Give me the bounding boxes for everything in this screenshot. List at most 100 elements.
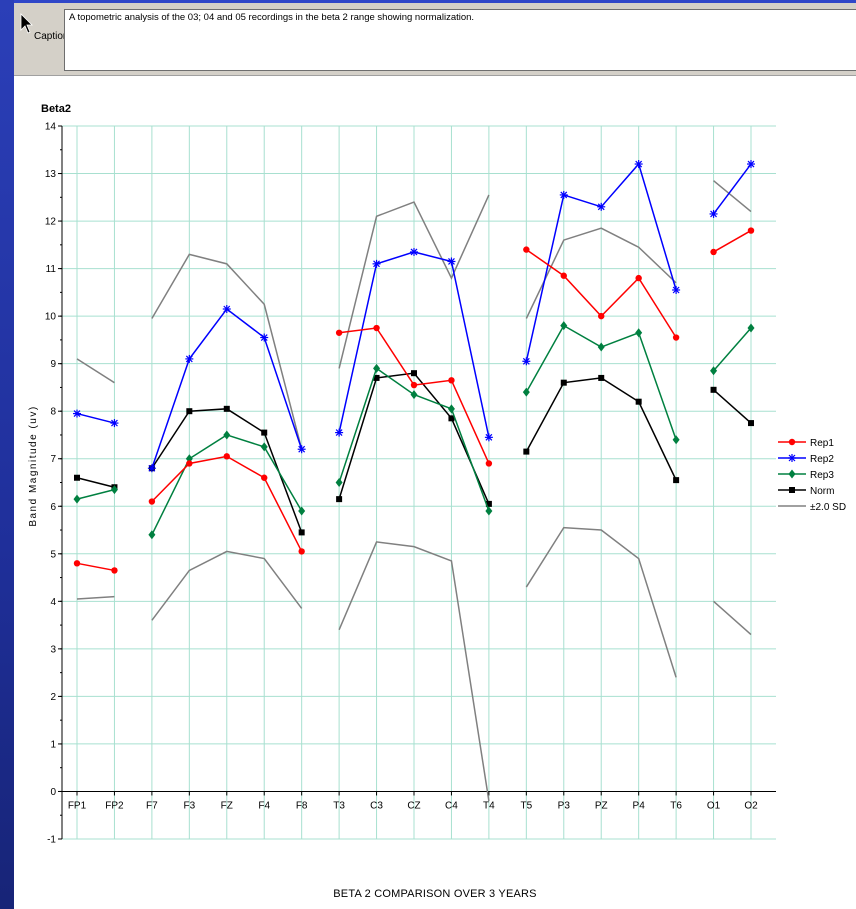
x-tick-label: F8 bbox=[296, 800, 308, 811]
sd-upper-line bbox=[338, 194, 490, 369]
y-tick-label: 6 bbox=[50, 502, 56, 513]
data-point bbox=[673, 477, 680, 484]
data-point bbox=[147, 464, 156, 473]
y-axis-label: Band Magnitude (uv) bbox=[28, 405, 39, 526]
data-point bbox=[788, 469, 796, 479]
data-point bbox=[223, 430, 231, 440]
data-point bbox=[260, 442, 268, 452]
data-point bbox=[523, 448, 530, 455]
y-tick-label: 11 bbox=[46, 264, 57, 275]
data-point bbox=[261, 474, 268, 481]
x-tick-label: FP2 bbox=[105, 800, 124, 811]
y-tick-label: 9 bbox=[50, 359, 56, 370]
chart-panel: -1 0 1 2 3 4 5 6 7 8 9 10 11 12 13 14 FP1 FP2 F7 F3 FZ F4 F8 T3… bbox=[14, 76, 856, 876]
legend-label: Rep2 bbox=[810, 454, 834, 465]
data-point bbox=[710, 386, 717, 393]
data-point bbox=[148, 498, 156, 505]
x-tick-label: T3 bbox=[333, 800, 345, 811]
data-point bbox=[672, 285, 681, 294]
data-point bbox=[372, 259, 381, 268]
data-point bbox=[597, 202, 606, 211]
data-point bbox=[597, 342, 605, 352]
series-line-norm bbox=[713, 389, 752, 424]
y-tick-label: -1 bbox=[47, 835, 56, 846]
y-tick-label: 1 bbox=[50, 739, 56, 750]
x-tick-label: PZ bbox=[595, 800, 608, 811]
legend-label: Rep3 bbox=[810, 470, 834, 481]
data-point bbox=[485, 506, 493, 516]
data-point bbox=[635, 328, 643, 338]
data-point bbox=[560, 272, 567, 279]
data-point bbox=[298, 529, 305, 536]
data-point bbox=[448, 415, 455, 422]
data-point bbox=[335, 329, 343, 336]
figure-caption: BETA 2 COMPARISON OVER 3 YEARS bbox=[333, 888, 537, 900]
data-point bbox=[448, 377, 455, 384]
series-line-rep3 bbox=[712, 327, 752, 372]
data-point bbox=[223, 453, 230, 460]
sd-lower-line bbox=[151, 550, 303, 621]
legend-label: Rep1 bbox=[810, 438, 834, 449]
data-point bbox=[111, 567, 118, 574]
caption-button[interactable]: Caption bbox=[34, 31, 69, 42]
sd-lower-line bbox=[525, 526, 677, 678]
data-point bbox=[373, 363, 381, 373]
data-point bbox=[672, 334, 680, 341]
series-line-norm bbox=[76, 477, 115, 488]
data-point bbox=[410, 381, 418, 389]
data-point bbox=[410, 390, 418, 400]
data-point bbox=[522, 387, 530, 397]
y-tick-label: 3 bbox=[50, 644, 56, 655]
data-point bbox=[73, 560, 81, 567]
series-line-rep2 bbox=[712, 163, 752, 215]
data-point bbox=[748, 420, 754, 427]
series-line-rep3 bbox=[76, 488, 115, 500]
data-point bbox=[335, 478, 343, 487]
x-tick-label: FZ bbox=[221, 800, 233, 811]
x-tick-label: O1 bbox=[707, 800, 721, 811]
data-point bbox=[747, 160, 755, 169]
x-tick-label: C3 bbox=[370, 800, 383, 811]
data-point bbox=[789, 487, 795, 493]
data-point bbox=[788, 438, 796, 446]
series-line-rep1 bbox=[713, 229, 752, 253]
x-tick-label: CZ bbox=[407, 800, 420, 811]
sd-upper-line bbox=[713, 180, 752, 213]
series-line-rep1 bbox=[76, 562, 115, 572]
data-point bbox=[485, 500, 492, 507]
data-point bbox=[523, 246, 530, 253]
data-point bbox=[148, 530, 156, 540]
data-point bbox=[598, 312, 605, 320]
x-tick-label: F7 bbox=[146, 800, 158, 811]
y-tick-label: 10 bbox=[45, 312, 57, 323]
data-point bbox=[634, 160, 643, 169]
data-point bbox=[73, 494, 81, 504]
y-tick-label: 12 bbox=[45, 217, 57, 228]
data-point bbox=[297, 445, 306, 454]
data-point bbox=[635, 274, 642, 282]
y-tick-label: 5 bbox=[50, 549, 56, 560]
sd-lower-line bbox=[338, 541, 490, 802]
data-point bbox=[186, 408, 193, 415]
data-point bbox=[373, 374, 380, 381]
x-tick-label: P3 bbox=[558, 800, 571, 811]
x-tick-label: F4 bbox=[258, 800, 270, 811]
data-point bbox=[223, 405, 230, 412]
x-tick-label: O2 bbox=[744, 800, 758, 811]
legend-label: Norm bbox=[810, 486, 834, 497]
data-point bbox=[260, 333, 269, 342]
data-point bbox=[298, 548, 305, 555]
y-tick-label: 0 bbox=[50, 787, 56, 798]
series-line-rep2 bbox=[76, 412, 115, 424]
data-point bbox=[710, 366, 718, 376]
data-point bbox=[447, 257, 456, 266]
x-tick-label: T6 bbox=[670, 800, 682, 811]
x-tick-label: C4 bbox=[445, 800, 458, 811]
sd-upper-line bbox=[151, 253, 303, 450]
y-tick-label: 8 bbox=[50, 407, 56, 418]
data-point bbox=[747, 323, 755, 333]
data-point bbox=[447, 404, 455, 414]
data-point bbox=[373, 324, 380, 332]
caption-text-field[interactable]: A topometric analysis of the 03; 04 and … bbox=[64, 9, 856, 71]
